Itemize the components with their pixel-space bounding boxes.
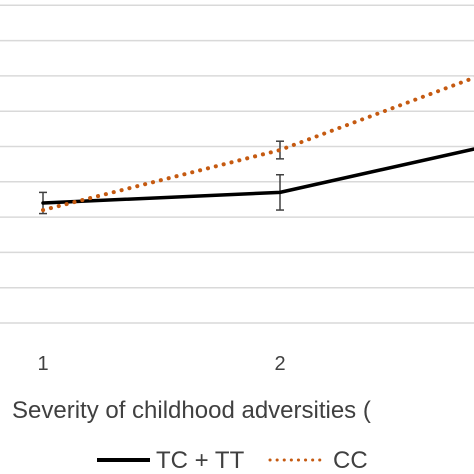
legend-label: CC	[333, 447, 368, 474]
x-tick-label: 1	[37, 353, 48, 375]
x-tick-labels: 123	[37, 353, 285, 375]
series-lines	[41, 75, 474, 213]
x-tick-label: 2	[274, 353, 285, 375]
legend-label: TC + TT	[156, 447, 245, 474]
x-axis-title: Severity of childhood adversities (	[12, 397, 371, 424]
series-line-tc-tt	[41, 147, 474, 205]
legend: TC + TT CC	[97, 447, 368, 474]
gridlines	[0, 4, 474, 324]
series-line-cc	[41, 75, 474, 213]
